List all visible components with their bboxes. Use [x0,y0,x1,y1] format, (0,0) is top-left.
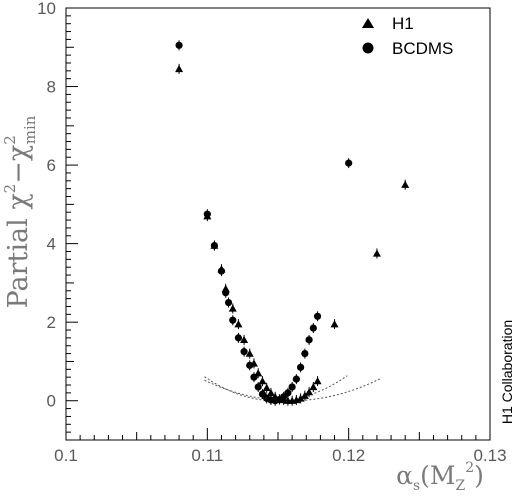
y-tick-label: 8 [47,78,56,97]
data-point-bcdms [211,242,218,249]
y-tick-label: 6 [47,156,56,175]
data-point-bcdms [293,376,300,383]
data-point-bcdms [229,317,236,324]
data-point-bcdms [204,211,211,218]
data-point-bcdms [218,268,225,275]
data-point-bcdms [345,160,352,167]
legend-label-bcdms: BCDMS [392,39,453,58]
y-tick-label: 0 [47,392,56,411]
data-point-bcdms [314,313,321,320]
data-point-bcdms [310,324,317,331]
data-point-bcdms [222,289,229,296]
legend-label-h1: H1 [392,14,414,33]
legend-marker-bcdms-circle [363,43,374,54]
x-tick-label: 0.12 [332,446,365,465]
data-point-bcdms [235,334,242,341]
y-tick-label: 4 [47,235,56,254]
data-point-bcdms [225,299,232,306]
y-tick-label: 2 [47,313,56,332]
data-point-bcdms [284,389,291,396]
data-point-bcdms [246,362,253,369]
data-point-bcdms [250,374,257,381]
collaboration-label: H1 Collaboration [499,320,515,424]
x-tick-label: 0.11 [191,446,223,465]
data-point-bcdms [240,348,247,355]
data-point-bcdms [255,383,262,390]
x-tick-label: 0.1 [54,446,78,465]
y-tick-label: 10 [37,0,56,18]
data-point-bcdms [301,350,308,357]
data-point-bcdms [289,383,296,390]
data-point-bcdms [297,364,304,371]
data-point-bcdms [305,336,312,343]
data-point-bcdms [175,42,182,49]
